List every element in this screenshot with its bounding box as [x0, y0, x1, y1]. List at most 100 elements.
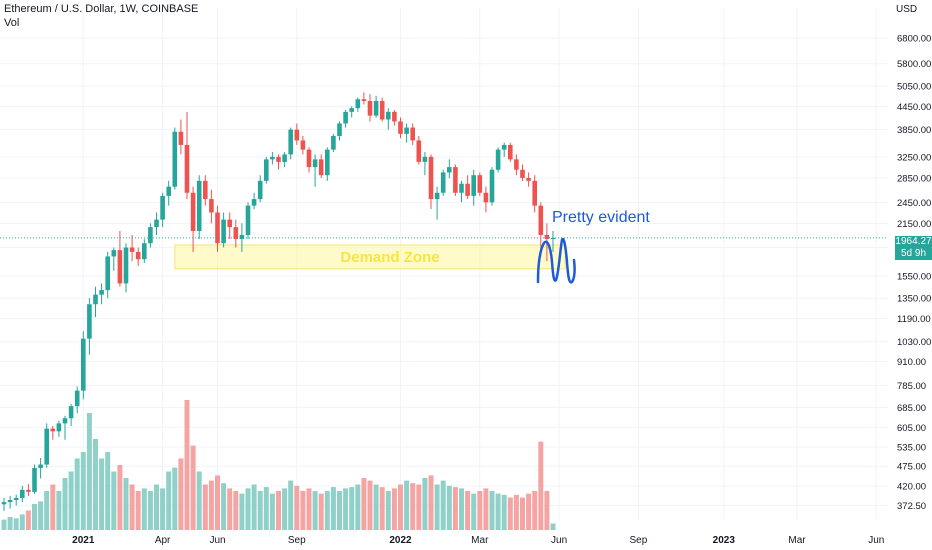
volume-bar [56, 491, 62, 530]
time-tick-label: Jun [551, 535, 567, 546]
volume-bar [215, 475, 220, 530]
volume-bar [62, 478, 68, 530]
candle-body [56, 423, 62, 432]
price-tick-label: 5050.00 [897, 81, 931, 92]
volume-bar [68, 471, 74, 530]
volume-bar [465, 491, 471, 530]
volume-bar [434, 484, 440, 530]
candle-body [434, 192, 440, 200]
volume-bar [239, 493, 245, 530]
candle-body [196, 180, 202, 231]
candle-body [422, 156, 428, 162]
volume-bar [251, 484, 257, 530]
volume-bar [282, 488, 288, 530]
volume-bar [398, 484, 403, 530]
time-tick-label: Mar [788, 535, 806, 546]
volume-bar [160, 488, 166, 530]
volume-bar [233, 491, 239, 530]
candle-body [184, 144, 190, 193]
candle-body [306, 149, 312, 168]
candle-body [160, 195, 165, 220]
volume-bar [147, 491, 153, 530]
price-tick-label: 1030.00 [897, 337, 931, 348]
candle-body [495, 149, 501, 170]
candle-body [404, 127, 409, 134]
volume-bar [227, 488, 233, 530]
volume-bar [489, 491, 495, 530]
price-tick-label: 910.00 [897, 357, 926, 368]
candle-body [233, 227, 239, 240]
price-tick-label: 1190.00 [897, 314, 931, 325]
volume-bar [471, 493, 477, 530]
volume-bar [263, 487, 269, 530]
volume-bar [440, 480, 446, 530]
volume-bar [129, 484, 135, 530]
volume-bar [202, 484, 208, 530]
candle-body [245, 205, 251, 235]
volume-bar [25, 510, 31, 530]
volume-bar [105, 452, 111, 530]
candle-body [532, 180, 537, 206]
time-axis[interactable]: 2021 Apr Jun Sep 2022 Mar Jun Sep 2023 Mar Jun [72, 535, 884, 546]
candle-body [459, 183, 464, 193]
candle-body [282, 154, 287, 162]
candle-body [148, 227, 153, 244]
candle-body [154, 219, 159, 228]
candle-body [62, 418, 68, 424]
currency-label: USD [896, 4, 918, 15]
candle-body [373, 100, 379, 116]
volume-bar [483, 488, 489, 530]
candle-body [471, 175, 476, 196]
volume-bar [288, 480, 294, 530]
price-tick-label: 1550.00 [897, 271, 931, 282]
volume-label: Vol [4, 17, 20, 29]
price-tick-label: 4450.00 [897, 102, 931, 113]
volume-bar [245, 488, 251, 530]
candle-body [447, 167, 452, 173]
volume-bar [324, 491, 330, 530]
candle-body [135, 251, 141, 260]
candle-body [465, 183, 470, 196]
candle-body [221, 219, 226, 244]
candle-body [453, 167, 458, 193]
candle-body [251, 199, 257, 206]
price-tick-label: 372.50 [897, 501, 926, 512]
candle-body [325, 149, 330, 176]
volume-bar [117, 465, 123, 530]
demand-zone: Demand Zone [174, 244, 566, 270]
volume-bar [410, 483, 416, 530]
price-tick-label: 1350.00 [897, 294, 931, 305]
volume-bar [135, 491, 141, 530]
volume-bar [495, 493, 501, 530]
volume-bar [300, 491, 306, 530]
volume-bar [196, 471, 202, 530]
pretty-evident-note: Pretty evident [552, 209, 650, 226]
volume-bar [7, 517, 13, 530]
projection-squiggle [536, 237, 576, 284]
candle-body [544, 234, 550, 240]
volume-bar [13, 518, 19, 530]
volume-bar [446, 485, 452, 530]
time-tick-label: Sep [288, 535, 306, 546]
volume-bar [428, 475, 434, 530]
volume-bar [154, 484, 159, 530]
candle-body [105, 256, 110, 291]
volume-bar [166, 471, 172, 530]
bar-countdown: 5d 9h [900, 248, 927, 259]
candle-body [38, 464, 43, 468]
candle-body [50, 428, 56, 432]
candle-body [410, 127, 415, 141]
volume-bar [111, 471, 117, 530]
candle-body [392, 111, 397, 122]
volume-bar [544, 491, 550, 530]
hand-drawn-path [536, 237, 576, 284]
volume-bar [361, 478, 367, 530]
candle-body [508, 144, 513, 160]
candle-body [379, 100, 385, 120]
volume-bar [507, 497, 513, 530]
candle-body [178, 131, 184, 145]
volume-bar [93, 439, 98, 530]
volume-bar [32, 504, 37, 530]
